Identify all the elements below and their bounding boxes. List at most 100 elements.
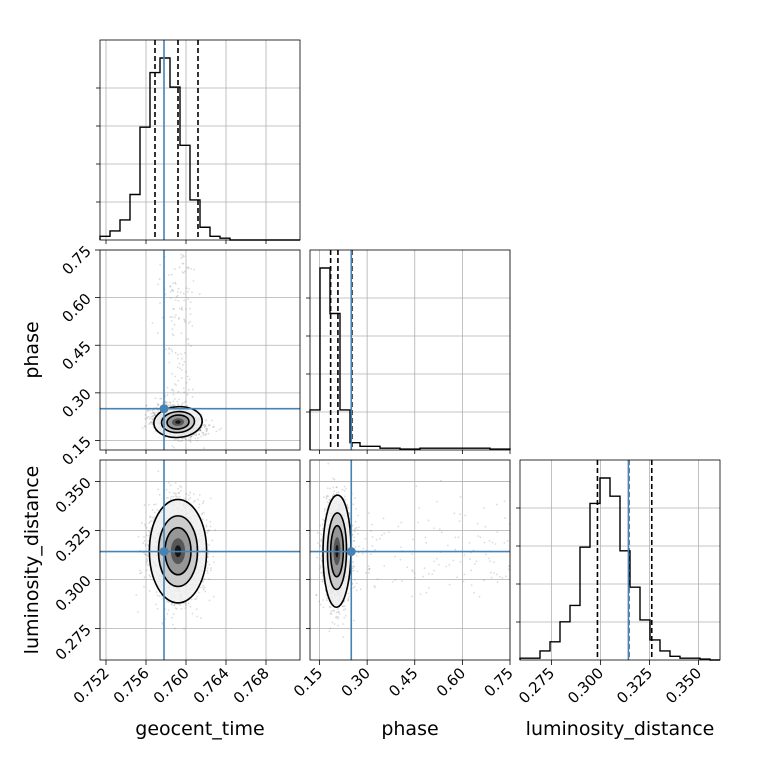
scatter-point (155, 411, 157, 414)
scatter-point (175, 607, 178, 610)
scatter-point (143, 585, 145, 588)
scatter-point (177, 603, 180, 606)
scatter-point (188, 378, 191, 381)
scatter-point (198, 293, 201, 295)
scatter-point (178, 316, 180, 319)
scatter-point (200, 435, 203, 438)
scatter-point (170, 405, 172, 408)
scatter-point (180, 332, 183, 335)
scatter-point (468, 541, 471, 544)
scatter-point (186, 405, 188, 407)
scatter-point (382, 517, 385, 520)
scatter-point (206, 529, 209, 532)
scatter-point (211, 539, 214, 542)
scatter-point (175, 492, 178, 495)
scatter-point (178, 398, 181, 401)
scatter-point (318, 600, 321, 603)
scatter-point (190, 436, 193, 438)
scatter-point (165, 348, 167, 351)
scatter-point (151, 415, 154, 418)
scatter-point (197, 498, 199, 501)
scatter-point (158, 493, 161, 496)
scatter-point (150, 520, 153, 522)
scatter-point (161, 316, 164, 319)
scatter-point (206, 569, 209, 572)
scatter-point (171, 350, 174, 353)
scatter-point (205, 430, 208, 433)
scatter-point (172, 282, 175, 285)
histogram-panel-geocent_time (96, 39, 301, 241)
scatter-point (190, 598, 193, 601)
scatter-point (147, 423, 150, 426)
scatter-point (187, 298, 190, 300)
scatter-point (495, 503, 498, 506)
scatter-point (176, 294, 179, 297)
scatter-point (333, 623, 336, 625)
scatter-point (164, 401, 167, 404)
scatter-point (205, 419, 208, 422)
scatter-panel-luminosity_distance-vs-phase (309, 459, 511, 661)
scatter-point (202, 584, 205, 587)
scatter-point (144, 413, 147, 416)
scatter-point (208, 599, 211, 602)
scatter-point (152, 412, 155, 415)
scatter-point (172, 308, 175, 310)
scatter-point (433, 527, 436, 530)
scatter-point (202, 431, 205, 434)
scatter-point (423, 567, 426, 570)
scatter-point (151, 409, 154, 412)
scatter-point (189, 435, 192, 438)
scatter-point (179, 291, 182, 294)
scatter-point (137, 535, 140, 538)
scatter-point (151, 412, 154, 414)
scatter-point (140, 522, 143, 524)
scatter-point (201, 586, 204, 589)
scatter-point (361, 552, 364, 555)
scatter-point (143, 576, 146, 579)
scatter-point (199, 429, 202, 432)
scatter-point (198, 433, 200, 435)
scatter-point (174, 314, 177, 316)
scatter-point (209, 569, 212, 572)
scatter-point (214, 529, 217, 531)
scatter-point (159, 397, 162, 400)
scatter-point (207, 552, 210, 555)
scatter-point (342, 636, 345, 639)
scatter-point (190, 345, 193, 348)
scatter-point (170, 348, 173, 351)
scatter-point (191, 325, 194, 327)
scatter-point (190, 267, 193, 270)
scatter-point (492, 572, 495, 574)
scatter-point (187, 494, 190, 496)
scatter-point (148, 522, 150, 525)
scatter-point (186, 290, 189, 293)
scatter-point (167, 609, 170, 612)
scatter-point (202, 580, 205, 583)
truth-point (159, 547, 169, 557)
scatter-point (166, 386, 169, 389)
scatter-point (151, 423, 154, 426)
scatter-point (152, 520, 155, 522)
scatter-point (203, 447, 206, 449)
scatter-point (176, 400, 179, 403)
scatter-point (190, 435, 193, 438)
scatter-point (169, 498, 172, 501)
scatter-point (194, 598, 197, 601)
scatter-point (491, 541, 494, 544)
scatter-point (174, 607, 177, 610)
scatter-point (178, 440, 180, 443)
scatter-point (170, 273, 173, 276)
scatter-point (171, 623, 174, 626)
scatter-point (196, 437, 199, 439)
scatter-point (145, 534, 148, 537)
scatter-point (354, 520, 357, 523)
scatter-point (149, 575, 152, 578)
scatter-point (187, 322, 190, 325)
scatter-point (183, 360, 186, 363)
scatter-point (354, 527, 357, 530)
scatter-point (149, 417, 151, 420)
scatter-point (338, 612, 341, 615)
scatter-point (171, 616, 173, 619)
scatter-point (149, 516, 151, 519)
